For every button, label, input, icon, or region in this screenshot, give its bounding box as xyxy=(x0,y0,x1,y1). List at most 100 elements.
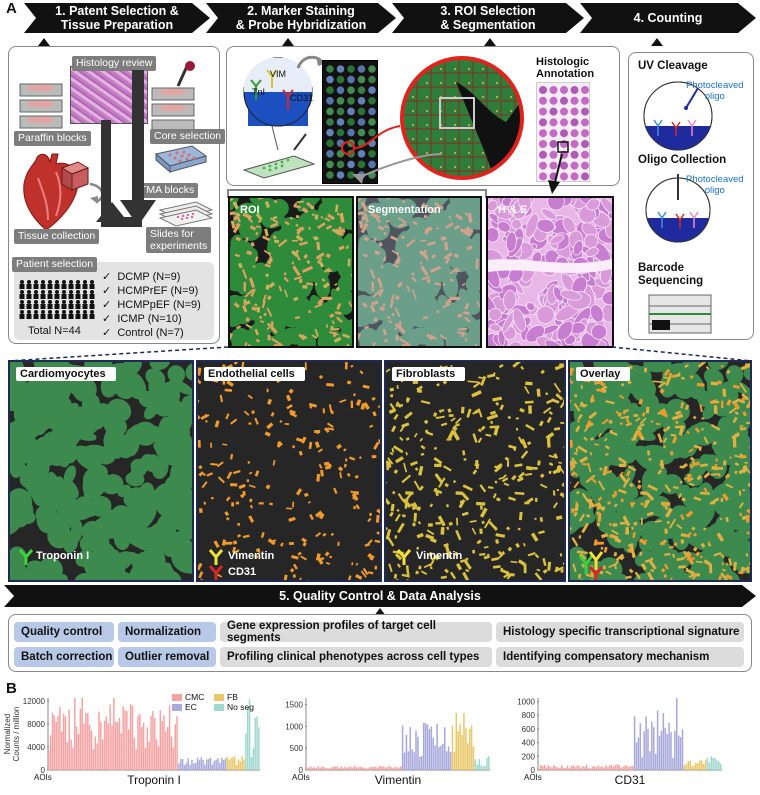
y-tick-label: 0 xyxy=(41,766,46,775)
bar xyxy=(111,725,113,770)
bar xyxy=(664,728,667,770)
bar xyxy=(608,765,611,770)
bar xyxy=(172,747,175,770)
x-start-label: AOIs xyxy=(34,773,52,782)
panel-letter-a: A xyxy=(6,0,17,17)
fibroblasts-tile: Fibroblasts Vimentin xyxy=(384,360,566,582)
bar xyxy=(572,765,575,770)
bar xyxy=(459,724,461,770)
bar xyxy=(226,756,229,770)
step-4-banner: 4. Counting xyxy=(580,3,756,33)
panel-letter-b: B xyxy=(6,680,17,697)
cd31-antibody-icon xyxy=(208,565,224,580)
step-1-banner: 1. Patent Selection & Tissue Preparation xyxy=(24,3,210,33)
bar xyxy=(49,735,52,770)
legend-swatch xyxy=(172,704,182,711)
vimentin-label-2: Vimentin xyxy=(416,550,463,562)
bar xyxy=(700,760,703,770)
bar xyxy=(486,758,488,770)
roi-connector xyxy=(341,125,401,155)
bar xyxy=(332,766,335,770)
bar xyxy=(683,765,686,770)
chart-1: 0 500 1000 1500 Vimentin AOIs xyxy=(285,698,490,787)
bar xyxy=(152,710,154,770)
bar xyxy=(555,766,557,770)
bar xyxy=(321,766,323,770)
bar xyxy=(468,729,471,770)
y-tick-label: 8000 xyxy=(27,720,45,729)
bar xyxy=(170,736,173,770)
uv-cleavage-title: UV Cleavage xyxy=(638,60,708,72)
roi-tile-label: ROI xyxy=(240,204,260,216)
bar xyxy=(315,768,318,770)
bar xyxy=(390,766,392,770)
bar xyxy=(415,730,417,770)
bar xyxy=(463,713,465,770)
bar xyxy=(472,746,475,770)
bar xyxy=(144,747,147,770)
bar xyxy=(224,758,227,770)
roi-magnified-image xyxy=(400,56,524,180)
he-tile-label: H & E xyxy=(498,204,528,216)
bar xyxy=(653,727,655,770)
bar xyxy=(122,706,124,770)
bar xyxy=(637,737,640,770)
bar xyxy=(233,756,236,770)
bar xyxy=(660,730,663,770)
bar xyxy=(323,767,325,770)
bar xyxy=(612,766,615,770)
qc-chip-histology-signature: Histology specific transcriptional signa… xyxy=(496,622,744,642)
zoom-dashes xyxy=(7,346,753,362)
bar xyxy=(677,735,680,770)
bar xyxy=(133,737,136,770)
y-tick-label: 800 xyxy=(522,711,536,720)
bar xyxy=(668,722,670,770)
bar xyxy=(62,713,65,770)
patient-selection-label: Patient selection xyxy=(12,257,98,272)
bar xyxy=(120,733,123,770)
bar xyxy=(440,745,442,770)
bar xyxy=(626,765,628,770)
qc-banner: 5. Quality Control & Data Analysis xyxy=(4,585,756,607)
bar xyxy=(421,755,423,770)
y-tick-label: 600 xyxy=(522,725,536,734)
bar xyxy=(597,765,599,770)
bar xyxy=(685,763,688,770)
bar xyxy=(85,712,87,770)
bar xyxy=(585,764,588,770)
bar xyxy=(215,759,217,770)
bar xyxy=(250,757,253,770)
patient-icons xyxy=(19,280,95,319)
bar xyxy=(131,705,134,770)
bar xyxy=(367,768,369,770)
bar xyxy=(256,716,258,770)
bar xyxy=(545,767,548,770)
bar xyxy=(127,729,130,770)
bar xyxy=(352,767,354,770)
bar xyxy=(96,743,98,770)
bar xyxy=(413,752,415,770)
bar xyxy=(129,704,132,770)
tma-blocks-label: TMA blocks xyxy=(136,183,199,198)
bar xyxy=(258,727,260,770)
bar xyxy=(376,767,379,770)
bar xyxy=(168,705,171,770)
y-axis-label: NormalizedCounts / million xyxy=(3,707,21,762)
bar xyxy=(432,737,435,770)
bar xyxy=(635,742,638,770)
legend-label: EC xyxy=(185,702,197,712)
group-item: ✓ ICMP (N=10) xyxy=(102,313,182,325)
bar xyxy=(191,759,193,770)
legend-swatch xyxy=(214,694,224,701)
bar xyxy=(641,757,644,770)
qc-chip-compensatory: Identifying compensatory mechanism xyxy=(496,647,744,667)
bar xyxy=(622,766,624,770)
bar xyxy=(582,766,584,770)
bar xyxy=(81,698,83,770)
bar xyxy=(109,704,111,770)
bar xyxy=(541,766,544,770)
bar xyxy=(461,734,463,770)
cd31-label: CD31 xyxy=(290,93,314,103)
bar xyxy=(643,731,645,770)
bar xyxy=(51,712,54,770)
